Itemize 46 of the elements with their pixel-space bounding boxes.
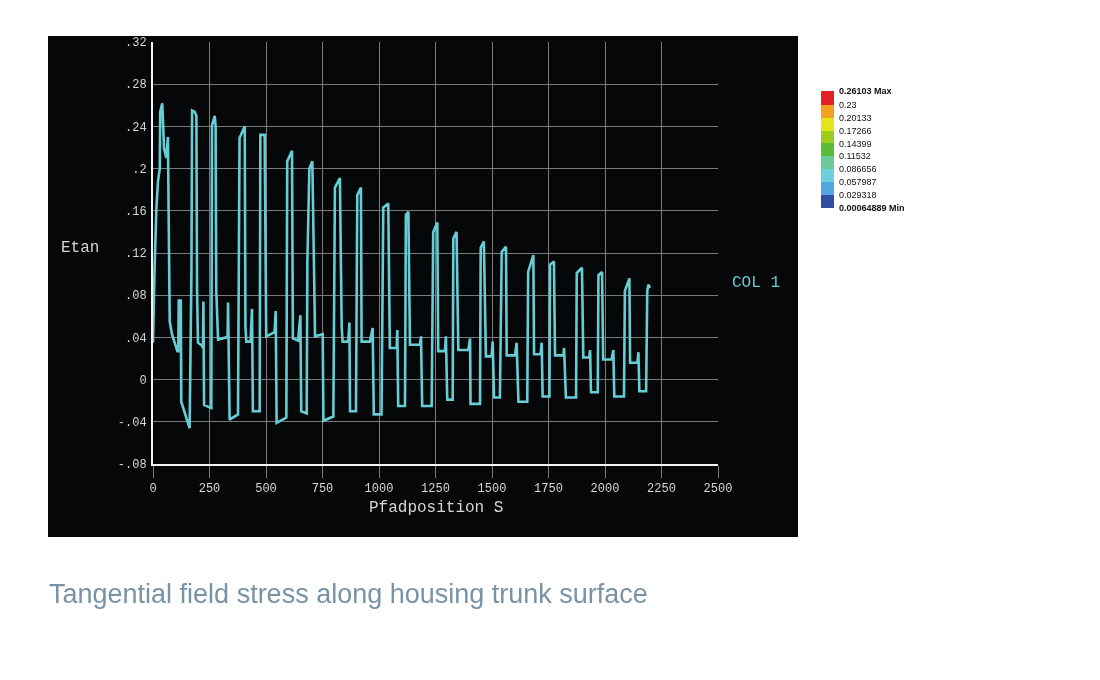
bar bbox=[821, 169, 834, 182]
y-tick-label: 0.00064889 Min bbox=[839, 202, 905, 213]
x-tick-label: 1000 bbox=[364, 482, 394, 497]
bar bbox=[821, 156, 834, 169]
x-axis-title: Pfadposition S bbox=[369, 499, 504, 517]
y-tick-label: -.08 bbox=[117, 458, 147, 473]
bar bbox=[821, 182, 834, 195]
y-axis-title: Etan bbox=[61, 239, 100, 257]
bar bbox=[821, 91, 834, 105]
x-tick-label: 250 bbox=[198, 482, 221, 497]
bar bbox=[821, 195, 834, 208]
text: COL 1 bbox=[732, 274, 781, 292]
x-tick-label: 2250 bbox=[647, 482, 676, 497]
y-tick-label: 0.26103 Max bbox=[839, 86, 892, 97]
y-tick-label: 0.23 bbox=[839, 100, 857, 111]
y-tick-label: .12 bbox=[124, 247, 147, 262]
y-tick-label: 0.086656 bbox=[839, 164, 877, 175]
x-tick-label: 2000 bbox=[590, 482, 620, 497]
y-tick-label: 0.20133 bbox=[839, 112, 872, 123]
line-series bbox=[153, 101, 652, 430]
bar bbox=[821, 143, 834, 156]
y-tick-label: 0.11532 bbox=[839, 151, 871, 162]
bar bbox=[821, 118, 834, 131]
x-tick-label: 1500 bbox=[477, 482, 507, 497]
bar bbox=[821, 131, 834, 143]
y-tick-label: .08 bbox=[124, 289, 147, 304]
y-tick-label: -.04 bbox=[117, 416, 147, 430]
y-tick-label: .24 bbox=[124, 120, 147, 135]
y-tick-label: .32 bbox=[124, 36, 147, 51]
x-tick-label: 2500 bbox=[703, 482, 733, 497]
y-tick-label: .2 bbox=[132, 162, 147, 177]
x-tick-label: 500 bbox=[255, 482, 277, 497]
y-tick-label: 0.14399 bbox=[839, 138, 872, 149]
text: Tangential field stress along housing trunk surface bbox=[49, 579, 648, 609]
bar bbox=[821, 105, 834, 118]
x-tick-label: 1250 bbox=[421, 482, 450, 497]
y-tick-label: 0 bbox=[139, 373, 147, 388]
y-tick-label: .16 bbox=[124, 205, 147, 219]
x-tick-label: 0 bbox=[149, 482, 157, 497]
x-tick-label: 1750 bbox=[534, 482, 563, 497]
y-tick-label: 0.057987 bbox=[839, 177, 877, 188]
y-tick-label: .04 bbox=[124, 331, 147, 346]
y-tick-label: 0.029318 bbox=[839, 190, 877, 201]
y-tick-label: 0.17266 bbox=[839, 125, 872, 136]
x-tick-label: 750 bbox=[311, 482, 334, 497]
y-tick-label: .28 bbox=[124, 78, 147, 93]
